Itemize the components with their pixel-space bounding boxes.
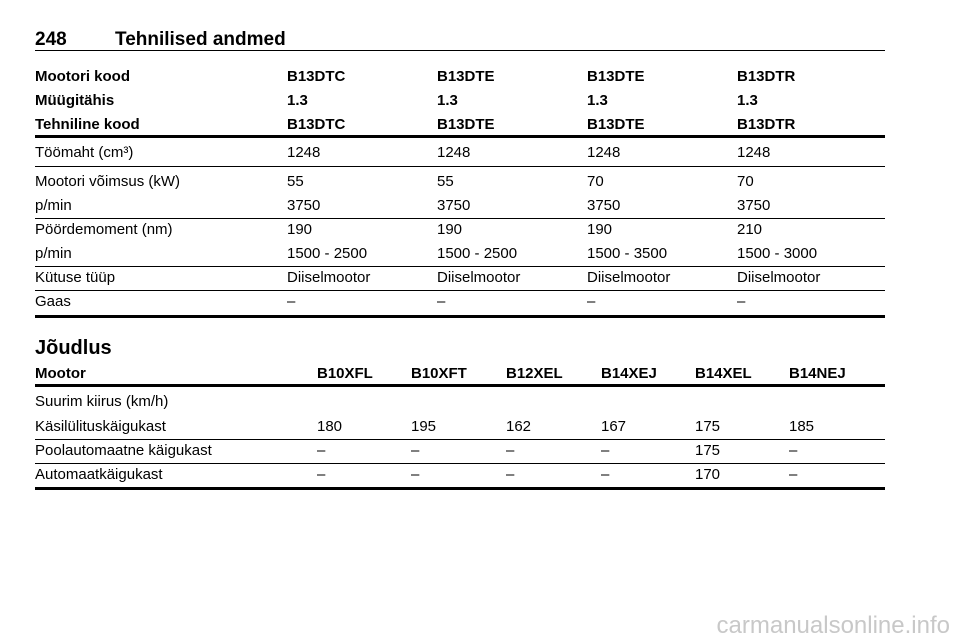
table-cell: 162 <box>506 418 532 435</box>
header-cell: Tehniline kood <box>35 116 140 133</box>
page-number: 248 <box>35 29 67 50</box>
table-cell: 190 <box>587 221 613 238</box>
header-cell: 1.3 <box>587 92 608 109</box>
table-cell: 180 <box>317 418 343 435</box>
table-cell: 167 <box>601 418 627 435</box>
table-rule <box>35 487 885 490</box>
header-cell: B13DTE <box>587 116 645 133</box>
table-cell: 1500 - 2500 <box>287 245 368 262</box>
table-cell: Diiselmootor <box>737 269 821 286</box>
header-cell: B14XEJ <box>601 365 657 382</box>
table-cell: 1500 - 2500 <box>437 245 518 262</box>
table-rule <box>35 218 885 219</box>
table-cell: 70 <box>737 173 754 190</box>
table-cell: Mootori võimsus (kW) <box>35 173 181 190</box>
table-rule <box>35 315 885 318</box>
header-cell: B13DTC <box>287 68 346 85</box>
header-cell: Müügitähis <box>35 92 115 109</box>
header-cell: Mootori kood <box>35 68 130 85</box>
table-cell: 3750 <box>437 197 471 214</box>
table-cell: 1500 - 3500 <box>587 245 668 262</box>
table-cell: Gaas <box>35 293 71 310</box>
header-cell: 1.3 <box>437 92 458 109</box>
table-rule <box>35 384 885 387</box>
table-cell: – <box>789 466 798 483</box>
table-cell: 185 <box>789 418 815 435</box>
table-cell: – <box>287 293 296 310</box>
header-cell: B13DTE <box>437 68 495 85</box>
header-cell: Mootor <box>35 365 86 382</box>
table-rule <box>35 266 885 267</box>
table-cell: – <box>411 466 420 483</box>
table-cell: p/min <box>35 197 72 214</box>
watermark: carmanualsonline.info <box>716 612 950 639</box>
table-cell: Diiselmootor <box>287 269 371 286</box>
table-rule <box>35 290 885 291</box>
header-cell: B12XEL <box>506 365 563 382</box>
table-cell: Suurim kiirus (km/h) <box>35 393 169 410</box>
table-cell: 70 <box>587 173 604 190</box>
table-cell: – <box>587 293 596 310</box>
table-cell: 190 <box>437 221 463 238</box>
table-rule <box>35 439 885 440</box>
table-cell: – <box>789 442 798 459</box>
header-cell: B10XFT <box>411 365 467 382</box>
table-cell: – <box>601 442 610 459</box>
header-cell: B14XEL <box>695 365 752 382</box>
table-cell: 1248 <box>437 144 471 161</box>
table-cell: – <box>317 442 326 459</box>
table-cell: Diiselmootor <box>587 269 671 286</box>
table-cell: Diiselmootor <box>437 269 521 286</box>
table-cell: Pöördemoment (nm) <box>35 221 173 238</box>
header-cell: B13DTE <box>587 68 645 85</box>
table-cell: – <box>411 442 420 459</box>
table-cell: 1248 <box>287 144 321 161</box>
table-cell: 3750 <box>287 197 321 214</box>
table-rule <box>35 166 885 167</box>
table-cell: 3750 <box>737 197 771 214</box>
table-cell: 1248 <box>737 144 771 161</box>
table-rule <box>35 463 885 464</box>
page-title: Tehnilised andmed <box>115 29 286 50</box>
table-cell: – <box>506 442 515 459</box>
header-cell: 1.3 <box>287 92 308 109</box>
table-cell: 175 <box>695 442 721 459</box>
header-cell: B13DTC <box>287 116 346 133</box>
section-title: Jõudlus <box>35 337 112 359</box>
table-cell: – <box>317 466 326 483</box>
table-cell: Poolautomaatne käigukast <box>35 442 212 459</box>
table-cell: – <box>737 293 746 310</box>
table-cell: 55 <box>287 173 304 190</box>
table-rule <box>35 135 885 138</box>
table-cell: – <box>506 466 515 483</box>
header-cell: B14NEJ <box>789 365 846 382</box>
table-cell: 210 <box>737 221 763 238</box>
table-cell: 195 <box>411 418 437 435</box>
header-cell: 1.3 <box>737 92 758 109</box>
table-cell: 175 <box>695 418 721 435</box>
table-cell: 170 <box>695 466 721 483</box>
header-cell: B13DTR <box>737 68 796 85</box>
table-cell: Töömaht (cm³) <box>35 144 134 161</box>
table-cell: 190 <box>287 221 313 238</box>
table-cell: – <box>437 293 446 310</box>
table-cell: 1248 <box>587 144 621 161</box>
table-cell: Kütuse tüüp <box>35 269 116 286</box>
table-cell: 3750 <box>587 197 621 214</box>
header-cell: B10XFL <box>317 365 373 382</box>
table-cell: Automaatkäigukast <box>35 466 163 483</box>
table-cell: p/min <box>35 245 72 262</box>
header-rule <box>35 50 885 51</box>
table-cell: 55 <box>437 173 454 190</box>
table-cell: Käsilülituskäigukast <box>35 418 166 435</box>
header-cell: B13DTR <box>737 116 796 133</box>
header-cell: B13DTE <box>437 116 495 133</box>
table-cell: – <box>601 466 610 483</box>
table-cell: 1500 - 3000 <box>737 245 818 262</box>
